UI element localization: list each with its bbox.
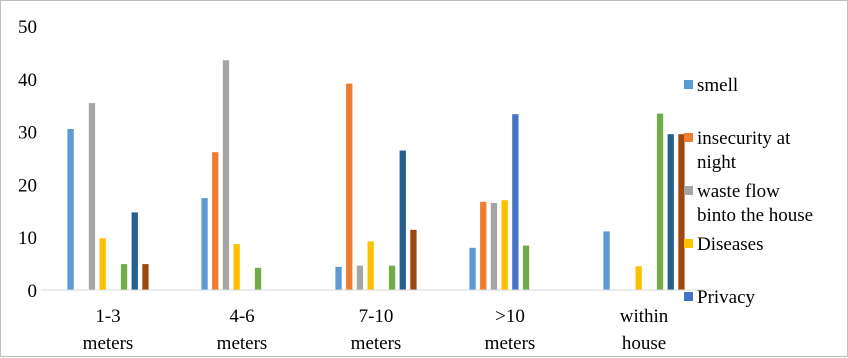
y-axis: 0 10 20 30 40 50 <box>18 17 37 302</box>
legend-label: binto the house <box>697 205 813 226</box>
x-category-label: within <box>620 306 669 327</box>
bars <box>67 60 685 290</box>
bar <box>222 60 230 290</box>
bar <box>367 241 374 290</box>
x-category-label: 1-3 <box>95 306 120 327</box>
legend-swatch <box>684 186 693 195</box>
bar <box>67 129 74 290</box>
y-tick-label: 40 <box>18 70 37 91</box>
legend-label: Privacy <box>697 287 756 308</box>
x-category-label: 7-10 <box>359 306 394 327</box>
bar <box>120 264 128 290</box>
bar <box>490 202 498 290</box>
x-category-label: >10 <box>495 306 525 327</box>
x-category-label: meters <box>485 333 536 354</box>
bar <box>635 266 642 290</box>
bar <box>656 113 664 290</box>
legend-swatch <box>684 133 693 142</box>
bar <box>356 265 364 290</box>
bar <box>678 134 685 290</box>
bar <box>335 266 342 290</box>
bar <box>254 267 262 290</box>
y-tick-label: 30 <box>18 123 37 144</box>
bar <box>480 201 487 290</box>
bar <box>201 198 208 290</box>
bar <box>388 265 396 290</box>
bar <box>469 247 476 290</box>
bar <box>142 264 149 290</box>
bar <box>501 200 508 290</box>
x-category-label: meters <box>83 333 134 354</box>
bar <box>212 152 219 290</box>
y-tick-label: 20 <box>18 175 37 196</box>
bar <box>99 238 106 290</box>
legend-label: smell <box>697 75 738 96</box>
legend-swatch <box>684 80 693 89</box>
bar <box>603 231 610 290</box>
bar <box>88 103 96 290</box>
legend: smell insecurity at night waste flow binto t… <box>684 75 813 308</box>
bar <box>346 83 353 290</box>
bar <box>399 150 406 290</box>
y-tick-label: 50 <box>18 17 37 38</box>
x-category-label: meters <box>351 333 402 354</box>
bar <box>522 245 530 290</box>
legend-label: insecurity at <box>697 128 791 149</box>
x-category-label: house <box>622 333 666 354</box>
legend-swatch <box>684 239 693 248</box>
bar <box>233 244 240 290</box>
y-tick-label: 10 <box>18 228 37 249</box>
x-category-label: 4-6 <box>229 306 254 327</box>
x-category-label: meters <box>217 333 268 354</box>
y-tick-label: 0 <box>28 281 38 302</box>
legend-swatch <box>684 292 693 301</box>
bar <box>131 212 138 290</box>
bar <box>512 114 519 290</box>
bar <box>410 229 417 290</box>
legend-label: Diseases <box>697 234 763 255</box>
legend-label: waste flow <box>697 181 780 202</box>
x-axis: 1-3 meters 4-6 meters 7-10 meters >10 meters wit… <box>41 289 711 354</box>
legend-label: night <box>697 152 737 173</box>
bar <box>667 134 674 290</box>
